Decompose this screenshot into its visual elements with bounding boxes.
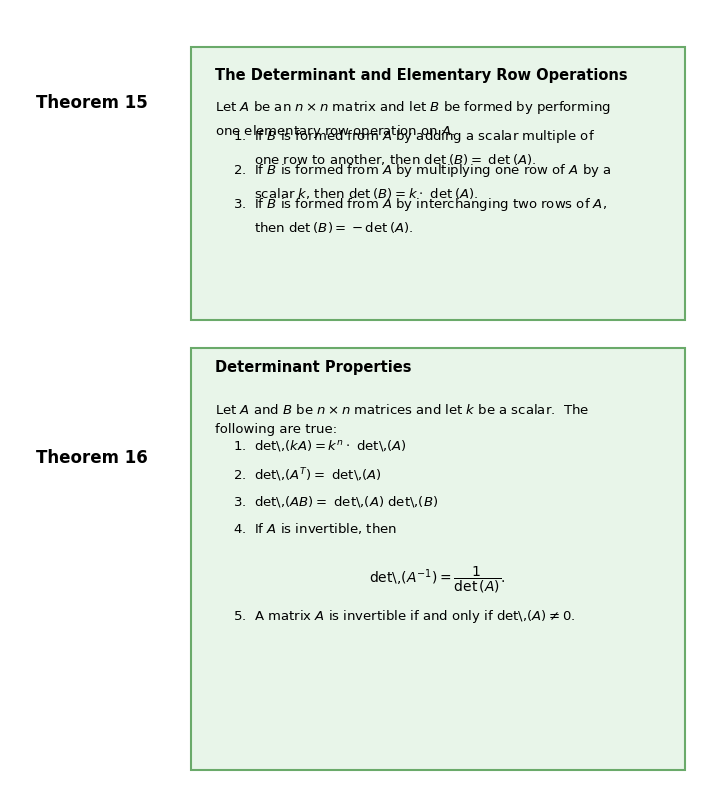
FancyBboxPatch shape [190, 47, 685, 320]
Text: Let $A$ and $B$ be $n \times n$ matrices and let $k$ be a scalar.  The
following: Let $A$ and $B$ be $n \times n$ matrices… [215, 403, 590, 436]
Text: The Determinant and Elementary Row Operations: The Determinant and Elementary Row Opera… [215, 68, 628, 82]
Text: Let $A$ be an $n \times n$ matrix and let $B$ be formed by performing
one elemen: Let $A$ be an $n \times n$ matrix and le… [215, 99, 611, 140]
FancyBboxPatch shape [190, 348, 685, 770]
Text: Theorem 15: Theorem 15 [36, 94, 148, 111]
Text: 1.  If $B$ is formed from $A$ by adding a scalar multiple of
     one row to ano: 1. If $B$ is formed from $A$ by adding a… [233, 128, 595, 167]
Text: 5.  A matrix $A$ is invertible if and only if det\,$(A) \neq 0$.: 5. A matrix $A$ is invertible if and onl… [233, 608, 575, 626]
Text: det\,$(A^{-1}) = \dfrac{1}{\mathrm{det}\,(A)}.$: det\,$(A^{-1}) = \dfrac{1}{\mathrm{det}\… [369, 565, 506, 595]
Text: 2.  det\,$(A^T) = $ det\,$(A)$: 2. det\,$(A^T) = $ det\,$(A)$ [233, 466, 382, 483]
Text: 2.  If $B$ is formed from $A$ by multiplying one row of $A$ by a
     scalar $k$: 2. If $B$ is formed from $A$ by multiply… [233, 162, 611, 201]
Text: 1.  det\,$(kA) = k^n \cdot$ det\,$(A)$: 1. det\,$(kA) = k^n \cdot$ det\,$(A)$ [233, 438, 407, 453]
Text: Theorem 16: Theorem 16 [36, 450, 148, 467]
Text: Determinant Properties: Determinant Properties [215, 360, 411, 374]
Text: 3.  det\,$(AB) = $ det\,$(A)$ det\,$(B)$: 3. det\,$(AB) = $ det\,$(A)$ det\,$(B)$ [233, 494, 438, 509]
Text: 3.  If $B$ is formed from $A$ by interchanging two rows of $A$,
     then det $(: 3. If $B$ is formed from $A$ by intercha… [233, 196, 607, 235]
Text: 4.  If $A$ is invertible, then: 4. If $A$ is invertible, then [233, 521, 397, 536]
